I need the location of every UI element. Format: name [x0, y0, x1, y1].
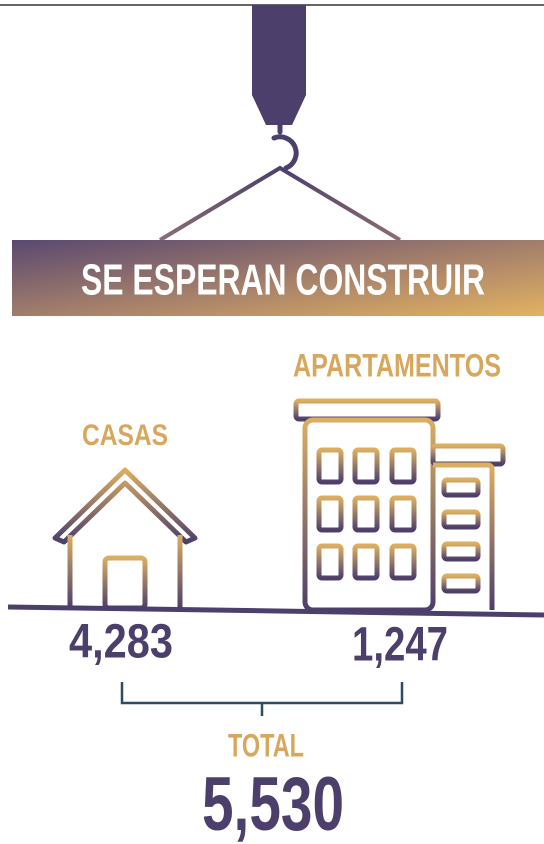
crane-block [252, 5, 306, 125]
bracket [122, 682, 402, 716]
total-label: TOTAL [228, 727, 304, 763]
ground-line [8, 607, 544, 615]
total-value: 5,530 [202, 762, 344, 844]
item-label: APARTAMENTOS [293, 347, 501, 383]
ropes [160, 168, 400, 240]
item-value: 4,283 [69, 616, 173, 669]
infographic: SE ESPERAN CONSTRUIR CASAS APARTAMENTOS … [0, 0, 544, 844]
page: SE ESPERAN CONSTRUIR CASAS APARTAMENTOS … [0, 0, 544, 844]
crane-hook [274, 125, 296, 168]
apartment-icon [296, 401, 503, 610]
house-icon [55, 470, 195, 608]
banner-title: SE ESPERAN CONSTRUIR [81, 256, 485, 305]
item-value: 1,247 [352, 619, 448, 672]
item-label: CASAS [82, 419, 168, 452]
